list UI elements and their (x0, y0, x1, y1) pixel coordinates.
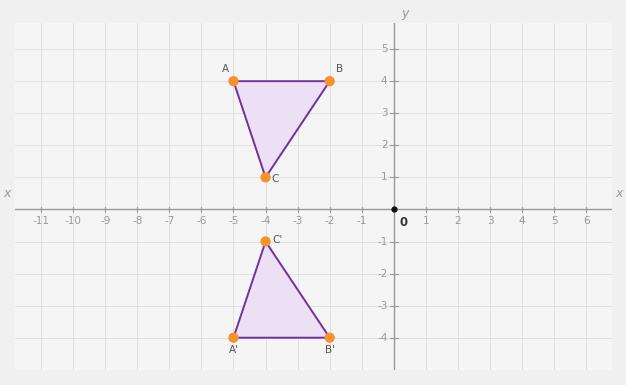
Text: -2: -2 (377, 269, 387, 279)
Text: 4: 4 (381, 76, 387, 86)
Text: y: y (401, 7, 408, 20)
Polygon shape (233, 241, 330, 338)
Text: -2: -2 (324, 216, 335, 226)
Text: 4: 4 (519, 216, 525, 226)
Text: -4: -4 (260, 216, 270, 226)
Text: -6: -6 (196, 216, 207, 226)
Point (228, 335, 239, 341)
Text: -11: -11 (33, 216, 49, 226)
Text: -7: -7 (164, 216, 175, 226)
Text: 6: 6 (583, 216, 590, 226)
Point (228, 78, 239, 84)
Point (260, 174, 270, 181)
Text: -1: -1 (377, 236, 387, 246)
Text: B': B' (325, 345, 335, 355)
Text: -3: -3 (377, 301, 387, 311)
Text: 1: 1 (381, 172, 387, 182)
Point (260, 238, 270, 244)
Text: x: x (3, 187, 11, 201)
Text: -3: -3 (292, 216, 303, 226)
Text: -1: -1 (357, 216, 367, 226)
Text: -4: -4 (377, 333, 387, 343)
Text: 5: 5 (551, 216, 557, 226)
Text: -5: -5 (228, 216, 239, 226)
Text: 3: 3 (486, 216, 493, 226)
Text: 2: 2 (381, 140, 387, 150)
Text: 0: 0 (399, 216, 408, 229)
Text: x: x (615, 187, 622, 201)
Text: -9: -9 (100, 216, 110, 226)
Text: C': C' (272, 235, 282, 245)
Polygon shape (233, 81, 330, 177)
Text: A: A (222, 64, 228, 74)
Text: B: B (336, 64, 343, 74)
Text: A': A' (228, 345, 239, 355)
Text: 1: 1 (423, 216, 429, 226)
Text: 2: 2 (454, 216, 461, 226)
Text: 5: 5 (381, 44, 387, 54)
Text: -10: -10 (64, 216, 81, 226)
Text: 3: 3 (381, 108, 387, 118)
Point (325, 335, 335, 341)
Text: C: C (271, 174, 279, 184)
Text: -8: -8 (132, 216, 143, 226)
Point (325, 78, 335, 84)
